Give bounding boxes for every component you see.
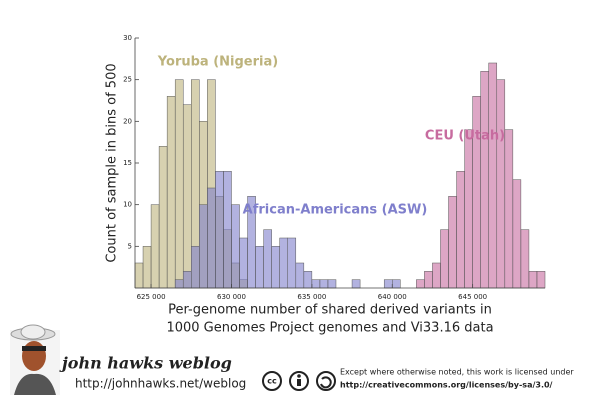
histogram-bar <box>448 196 457 289</box>
histogram-bar <box>392 279 401 289</box>
histogram-bar <box>319 279 329 289</box>
x-tick-label: 640 000 <box>378 293 407 301</box>
y-tick-label: 5 <box>128 242 132 250</box>
by-icon <box>297 379 301 386</box>
histogram-bar <box>174 279 184 289</box>
histogram-bar <box>456 171 465 289</box>
license-url: http://creativecommons.org/licenses/by-s… <box>340 381 553 390</box>
histogram-bar <box>512 179 522 289</box>
histogram-bar <box>134 262 144 289</box>
histogram-bar <box>207 187 216 289</box>
histogram-bar <box>464 129 473 289</box>
histogram-bar <box>416 279 425 289</box>
histogram-bar <box>271 246 280 289</box>
histogram-bar <box>255 246 264 289</box>
blog-name: john hawks weblog <box>59 354 232 373</box>
x-axis-title: Per-genome number of shared derived vari… <box>168 303 492 318</box>
histogram-bar <box>480 71 489 289</box>
histogram-bar <box>191 246 200 289</box>
histogram-bar <box>351 279 361 289</box>
series-label: CEU (Utah) <box>425 129 505 144</box>
histogram-bar <box>327 279 337 289</box>
x-tick-label: 625 000 <box>137 293 166 301</box>
histogram-bar <box>504 129 514 289</box>
histogram-bar <box>239 237 248 289</box>
histogram-bar <box>295 262 305 289</box>
histogram-bar <box>488 62 498 289</box>
histogram-bar <box>223 171 232 289</box>
histogram-bar <box>215 171 224 289</box>
histogram-bar <box>182 104 192 289</box>
histogram-bar <box>303 271 313 289</box>
histogram-bar <box>520 229 530 289</box>
sa-icon <box>320 376 332 389</box>
y-axis-title: Count of sample in bins of 500 <box>105 63 120 262</box>
histogram-bar <box>142 246 152 289</box>
y-tick-label: 30 <box>123 34 132 42</box>
histogram-bar <box>158 146 168 289</box>
y-tick-label: 15 <box>123 159 132 167</box>
histogram-bar <box>150 204 160 289</box>
by-icon <box>297 374 301 378</box>
histogram-bar <box>263 229 272 289</box>
histogram-bar <box>166 96 176 289</box>
blog-url: http://johnhawks.net/weblog <box>75 377 246 391</box>
histogram-bar <box>528 271 538 289</box>
histogram-bar <box>174 79 184 289</box>
histogram-bar <box>440 229 449 289</box>
histogram-bar <box>432 262 441 289</box>
histogram-bar <box>182 271 192 289</box>
cc-icon-text: cc <box>267 377 277 386</box>
x-tick-label: 630 000 <box>217 293 246 301</box>
y-tick-label: 20 <box>123 117 132 125</box>
histogram-bar <box>199 204 208 289</box>
histogram-bar <box>231 204 240 289</box>
y-tick-label: 25 <box>123 76 132 84</box>
license-text: Except where otherwise noted, this work … <box>340 368 574 377</box>
y-tick-label: 10 <box>123 201 132 209</box>
avatar <box>10 324 60 395</box>
histogram-bar <box>424 271 433 289</box>
histogram-bar <box>311 279 321 289</box>
histogram-bar <box>383 279 393 289</box>
histogram-bar <box>536 271 546 289</box>
histogram-bar <box>472 96 481 289</box>
x-tick-label: 635 000 <box>297 293 326 301</box>
x-axis-title: 1000 Genomes Project genomes and Vi33.16… <box>166 321 493 336</box>
histogram-bar <box>496 79 506 289</box>
series-label: African-Americans (ASW) <box>243 203 428 218</box>
histogram-bar <box>287 237 297 289</box>
cc-icons <box>262 371 336 391</box>
x-tick-label: 645 000 <box>458 293 487 301</box>
histogram-bar <box>279 237 288 289</box>
series-label: Yoruba (Nigeria) <box>157 55 278 70</box>
